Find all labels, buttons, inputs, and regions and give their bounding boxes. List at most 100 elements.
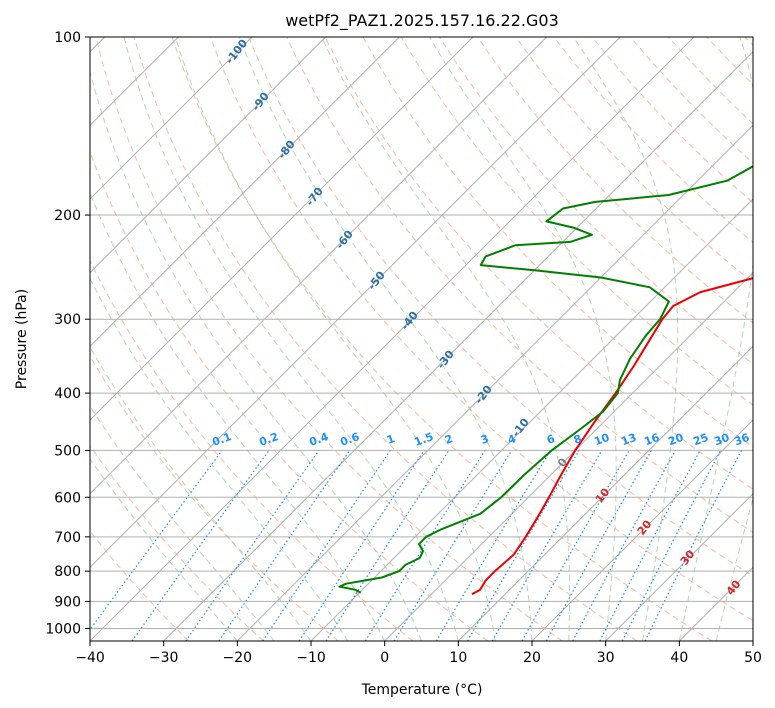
moist-adiabat xyxy=(715,496,753,641)
dry-adiabat xyxy=(90,444,264,641)
isotherm-line xyxy=(90,37,621,569)
isotherm-line xyxy=(90,37,400,348)
x-tick-label: −30 xyxy=(149,650,179,666)
mixing-ratio-line xyxy=(572,450,677,641)
x-tick-label: 0 xyxy=(380,650,389,666)
moist-adiabat xyxy=(90,458,238,641)
moist-adiabat xyxy=(90,69,422,641)
isotherm-line xyxy=(90,37,327,274)
dry-adiabat xyxy=(324,37,753,490)
isotherm-line xyxy=(457,345,753,641)
isotherm-line xyxy=(90,37,253,200)
mixing-ratio-label: 13 xyxy=(619,431,638,448)
dry-adiabat xyxy=(706,37,753,86)
moist-adiabat xyxy=(90,405,275,641)
isotherm-line xyxy=(163,50,753,641)
isotherm-line xyxy=(90,37,474,421)
mixing-ratio-label: 0.4 xyxy=(307,430,330,449)
isotherm-line xyxy=(90,37,695,641)
mixing-ratio-line xyxy=(325,450,450,641)
isotherm-line xyxy=(752,640,753,641)
isotherm-line xyxy=(384,271,753,641)
moist-adiabat xyxy=(90,346,312,641)
dry-adiabat xyxy=(477,37,753,324)
x-tick-label: 20 xyxy=(523,650,541,666)
isotherm-label: 10 xyxy=(593,485,613,505)
dry-adiabat xyxy=(744,37,753,46)
y-tick-label: 500 xyxy=(54,443,81,459)
isotherm-line xyxy=(236,124,753,641)
moist-adiabat xyxy=(238,37,533,641)
dry-adiabat xyxy=(286,37,753,534)
y-axis-title: Pressure (hPa) xyxy=(14,289,30,389)
isotherm-label: -100 xyxy=(223,37,250,67)
moist-adiabat xyxy=(429,37,617,641)
mixing-ratio-line xyxy=(262,450,391,641)
dry-adiabat xyxy=(95,37,563,641)
moist-adiabat xyxy=(90,277,349,641)
mixing-ratio-line xyxy=(393,450,513,641)
x-tick-label: 50 xyxy=(744,650,762,666)
isotherm-label: 40 xyxy=(724,577,744,597)
chart-title: wetPf2_PAZ1.2025.157.16.22.G03 xyxy=(285,11,559,31)
dry-adiabat xyxy=(209,37,753,622)
dewpoint-profile-line xyxy=(338,165,753,594)
dry-adiabat xyxy=(90,355,339,641)
dry-adiabat xyxy=(591,37,753,204)
isotherm-line xyxy=(90,37,548,495)
mixing-ratio-label: 0.6 xyxy=(338,430,361,449)
mixing-ratio-label: 20 xyxy=(666,431,685,449)
dry-adiabat xyxy=(248,37,753,577)
isotherm-label: -70 xyxy=(303,185,326,209)
plot-frame xyxy=(89,36,754,642)
mixing-ratio-label: 1.5 xyxy=(412,430,435,449)
x-tick-label: −10 xyxy=(296,650,326,666)
x-tick-label: 40 xyxy=(670,650,688,666)
plot-area: -100-90-80-70-60-50-40-30-20-10010203040… xyxy=(45,30,762,666)
mixing-ratio-line xyxy=(644,450,743,641)
y-tick-label: 200 xyxy=(54,208,81,224)
mixing-ratio-label: 36 xyxy=(732,431,751,449)
mixing-ratio-label: 2 xyxy=(443,432,455,447)
moist-adiabat xyxy=(174,37,496,641)
x-tick-label: −40 xyxy=(75,650,105,666)
moist-adiabat xyxy=(678,37,753,641)
mixing-ratio-label: 4 xyxy=(506,432,518,447)
mixing-ratio-line xyxy=(364,450,486,641)
y-tick-label: 600 xyxy=(54,490,81,506)
y-tick-label: 700 xyxy=(54,530,81,546)
dry-adiabat xyxy=(133,37,638,641)
mixing-ratio-line xyxy=(599,450,701,641)
isotherm-line xyxy=(678,566,753,641)
y-tick-label: 400 xyxy=(54,386,81,402)
y-tick-label: 100 xyxy=(54,30,81,46)
mixing-ratio-label: 8 xyxy=(572,432,584,447)
mixing-ratio-line xyxy=(521,450,630,641)
mixing-ratio-label: 6 xyxy=(545,432,557,447)
y-tick-label: 1000 xyxy=(45,621,81,637)
moist-adiabat xyxy=(321,37,571,641)
mixing-ratio-line xyxy=(185,450,320,641)
mixing-ratio-label: 0.1 xyxy=(210,430,233,449)
mixing-ratio-line xyxy=(466,450,580,641)
plot-lines xyxy=(90,37,753,641)
mixing-ratio-label: 3 xyxy=(479,432,491,447)
mixing-ratio-label: 0.2 xyxy=(257,430,280,449)
x-axis-title: Temperature (°C) xyxy=(361,682,483,698)
mixing-ratio-label: 16 xyxy=(642,431,661,449)
x-tick-label: −20 xyxy=(223,650,253,666)
x-tick-label: 10 xyxy=(449,650,467,666)
isotherm-line xyxy=(605,492,753,641)
mixing-ratio-label: 30 xyxy=(712,431,731,449)
mixing-ratio-label: 1 xyxy=(385,432,397,447)
mixing-ratio-label: 25 xyxy=(691,431,710,448)
mixing-ratio-line xyxy=(545,450,652,641)
isotherm-label: 30 xyxy=(678,547,698,567)
y-tick-label: 900 xyxy=(54,594,81,610)
y-tick-label: 300 xyxy=(54,312,81,328)
moist-adiabat xyxy=(90,191,386,641)
moist-adiabat xyxy=(123,37,459,641)
dry-adiabat xyxy=(171,37,712,641)
mixing-ratio-line xyxy=(131,450,270,641)
